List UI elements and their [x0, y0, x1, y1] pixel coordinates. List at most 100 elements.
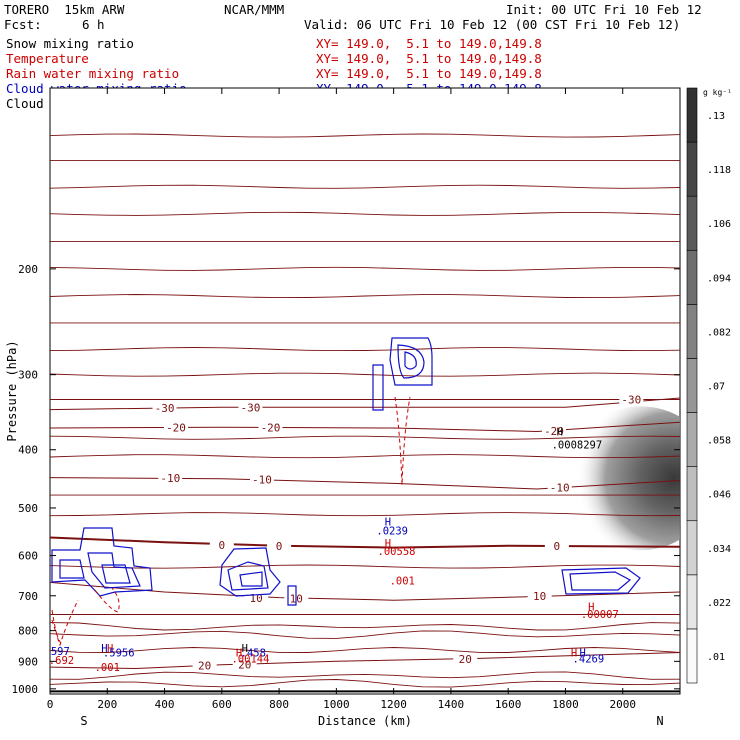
isentrope-line	[50, 184, 680, 189]
field-xy-range: XY= 149.0, 5.1 to 149.0,149.8	[316, 66, 542, 81]
temperature-contour-label: -20	[166, 421, 186, 434]
temperature-contour-label: -30	[155, 402, 175, 415]
y-tick-label: 600	[18, 550, 38, 563]
contour-label-bg	[619, 393, 644, 406]
temperature-contour-label: 20	[198, 660, 211, 673]
field-value-label: H	[242, 643, 248, 655]
rain-water-contour	[94, 587, 120, 613]
cloud-water-contour	[389, 337, 433, 386]
field-value-label: .001	[390, 575, 415, 587]
colorbar-tick-label: .07	[707, 382, 725, 393]
x-tick-label: 0	[47, 698, 54, 711]
temperature-contour-label: 10	[533, 590, 546, 603]
cloud-water-contour	[287, 585, 297, 606]
field-value-label: .00007	[581, 609, 619, 621]
contour-label-bg	[544, 539, 569, 552]
field-name: Rain water mixing ratio	[6, 66, 180, 81]
isentrope-line	[50, 512, 680, 517]
y-tick-label: 500	[18, 502, 38, 515]
isentrope-line	[50, 347, 680, 352]
forecast-value: 6 h	[82, 17, 105, 32]
x-tick-label: 1200	[380, 698, 407, 711]
isentrope-line	[50, 294, 680, 299]
colorbar-segment	[686, 87, 698, 143]
temperature-contour-label: -10	[252, 473, 272, 486]
x-tick-label: 1600	[495, 698, 522, 711]
temperature-contour	[50, 652, 680, 670]
isentrope-line	[50, 679, 680, 688]
x-tick-label: 1000	[323, 698, 350, 711]
cloud-water-contour	[51, 527, 153, 597]
isentrope-line	[50, 372, 680, 377]
field-value-label: H	[557, 427, 563, 439]
south-end-label: S	[80, 714, 87, 728]
colorbar-tick-label: .106	[707, 219, 731, 230]
colorbar-segment	[686, 141, 698, 197]
colorbar-tick-label: .118	[707, 165, 731, 176]
colorbar-tick-label: .022	[707, 598, 731, 609]
field-xy-range: XY= 149.0, 5.1 to 149.0,149.8	[316, 36, 542, 51]
isentrope-line	[50, 211, 680, 216]
north-end-label: N	[656, 714, 663, 728]
x-tick-label: 400	[155, 698, 175, 711]
rain-water-contour	[394, 396, 411, 486]
colorbar-segment	[686, 628, 698, 684]
contour-label-bg	[453, 653, 478, 666]
org-label: NCAR/MMM	[224, 2, 285, 17]
cloud-water-contour	[101, 564, 131, 584]
isentrope-line	[50, 266, 680, 271]
colorbar-tick-label: .13	[707, 111, 725, 122]
temperature-contour-label: -20	[261, 421, 281, 434]
rain-water-contour	[51, 599, 79, 647]
contour-label-bg	[542, 424, 566, 437]
y-tick-label: 200	[18, 263, 38, 276]
isentrope-line	[50, 630, 680, 639]
contour-label-bg	[164, 421, 188, 434]
colorbar-segment	[686, 412, 698, 467]
cloud-water-contour	[569, 571, 632, 591]
y-tick-label: 400	[18, 444, 38, 457]
init-time: Init: 00 UTC Fri 10 Feb 12	[506, 2, 702, 17]
cloud-water-contour	[239, 571, 263, 587]
valid-time: Valid: 06 UTC Fri 10 Feb 12 (00 CST Fri …	[304, 17, 681, 32]
temperature-contour-label: 20	[459, 653, 472, 666]
forecast-label: Fcst:	[4, 17, 42, 32]
colorbar-segment	[686, 195, 698, 251]
y-tick-label: 900	[18, 655, 38, 668]
x-tick-label: 600	[212, 698, 232, 711]
cloud-water-contour	[561, 567, 641, 595]
isentrope-line	[50, 622, 680, 631]
temperature-contour-label: 0	[219, 539, 226, 552]
x-tick-label: 1400	[438, 698, 465, 711]
y-tick-label: 1000	[12, 683, 39, 696]
colorbar-tick-label: .082	[707, 327, 731, 338]
isentrope-line	[50, 671, 680, 680]
field-value-label: .0239	[376, 525, 408, 537]
colorbar-tick-label: .046	[707, 490, 731, 501]
field-value-label: .0008297	[552, 439, 603, 451]
contour-label-bg	[158, 472, 183, 485]
x-tick-label: 1800	[552, 698, 579, 711]
field-value-label: H	[236, 647, 242, 659]
x-tick-label: 800	[269, 698, 289, 711]
temperature-contour-label: -10	[160, 472, 180, 485]
field-value-label: H	[101, 643, 107, 655]
field-value-label: .692	[49, 655, 74, 667]
contour-label-bg	[267, 539, 292, 552]
colorbar-tick-label: .058	[707, 436, 731, 447]
field-value-label: H	[107, 643, 113, 655]
isentrope-line	[50, 435, 680, 440]
field-value-label: .4269	[573, 653, 605, 665]
y-tick-label: 700	[18, 590, 38, 603]
field-value-label: .00144	[231, 653, 269, 665]
x-tick-label: 2000	[609, 698, 636, 711]
colorbar-segment	[686, 574, 698, 630]
temperature-contour-label: -30	[621, 394, 641, 407]
y-tick-label: 800	[18, 625, 38, 638]
temperature-contour-label: 0	[554, 540, 561, 553]
colorbar-segment	[686, 304, 698, 359]
contour-label-bg	[238, 401, 263, 414]
colorbar-segment	[686, 358, 698, 413]
